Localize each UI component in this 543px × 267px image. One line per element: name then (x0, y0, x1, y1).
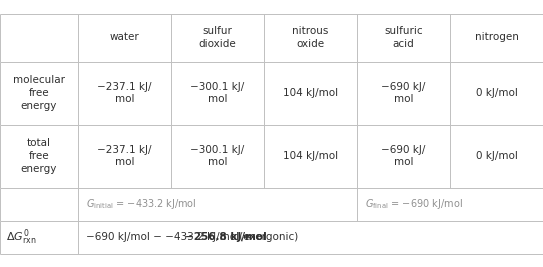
Text: sulfur
dioxide: sulfur dioxide (199, 26, 236, 49)
Text: −300.1 kJ/
mol: −300.1 kJ/ mol (191, 145, 245, 167)
Text: 104 kJ/mol: 104 kJ/mol (283, 151, 338, 161)
Text: −256.8 kJ/mol: −256.8 kJ/mol (185, 232, 267, 242)
Text: total
free
energy: total free energy (21, 138, 57, 174)
Text: molecular
free
energy: molecular free energy (13, 75, 65, 111)
Text: −690 kJ/mol − −433.2 kJ/mol =: −690 kJ/mol − −433.2 kJ/mol = (86, 232, 254, 242)
Text: water: water (110, 33, 140, 42)
Text: −690 kJ/
mol: −690 kJ/ mol (381, 82, 426, 104)
Text: nitrogen: nitrogen (475, 33, 519, 42)
Text: −300.1 kJ/
mol: −300.1 kJ/ mol (191, 82, 245, 104)
Text: (exergonic): (exergonic) (236, 232, 298, 242)
Text: 0 kJ/mol: 0 kJ/mol (476, 88, 517, 98)
Text: nitrous
oxide: nitrous oxide (292, 26, 329, 49)
Text: −690 kJ/
mol: −690 kJ/ mol (381, 145, 426, 167)
Text: −237.1 kJ/
mol: −237.1 kJ/ mol (97, 145, 151, 167)
Text: sulfuric
acid: sulfuric acid (384, 26, 423, 49)
Text: $G_{\mathrm{initial}}$ = −433.2 kJ/mol: $G_{\mathrm{initial}}$ = −433.2 kJ/mol (86, 197, 197, 211)
Text: −237.1 kJ/
mol: −237.1 kJ/ mol (97, 82, 151, 104)
Text: $G_{\mathrm{final}}$ = −690 kJ/mol: $G_{\mathrm{final}}$ = −690 kJ/mol (365, 197, 463, 211)
Text: 0 kJ/mol: 0 kJ/mol (476, 151, 517, 161)
Text: $\Delta G^0_{\mathrm{rxn}}$: $\Delta G^0_{\mathrm{rxn}}$ (6, 227, 36, 247)
Text: 104 kJ/mol: 104 kJ/mol (283, 88, 338, 98)
